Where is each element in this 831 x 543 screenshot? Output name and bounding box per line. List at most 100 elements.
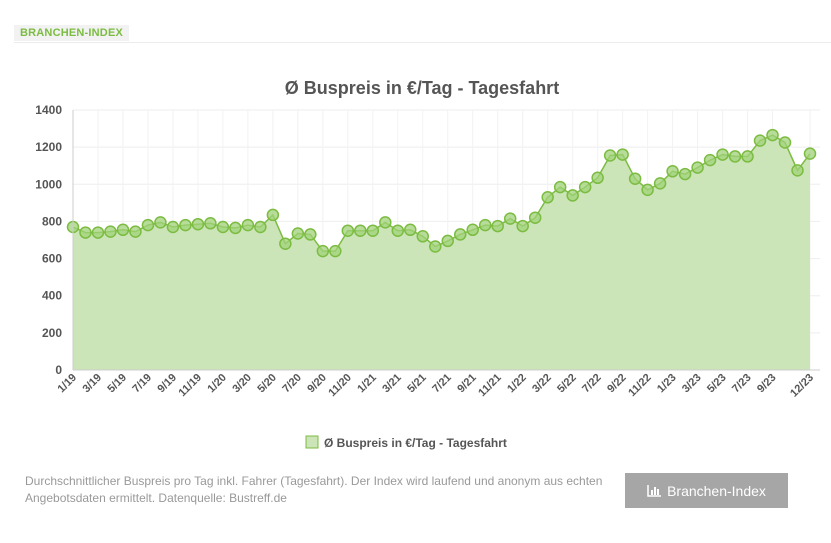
data-point[interactable] — [541, 191, 554, 204]
x-tick-label: 9/20 — [305, 372, 329, 396]
x-tick-label: 3/22 — [530, 372, 554, 396]
data-point[interactable] — [741, 150, 754, 163]
data-point[interactable] — [666, 165, 679, 178]
data-point[interactable] — [279, 237, 292, 250]
data-point[interactable] — [141, 218, 155, 232]
legend-swatch — [305, 435, 319, 449]
data-point[interactable] — [578, 180, 592, 194]
y-tick-label: 200 — [42, 326, 62, 340]
x-tick-label: 1/20 — [205, 372, 229, 396]
data-point[interactable] — [416, 230, 430, 243]
x-tick-label: 11/19 — [177, 372, 205, 400]
data-point[interactable] — [154, 216, 167, 229]
x-tick-label: 5/22 — [555, 372, 579, 396]
data-point[interactable] — [553, 180, 567, 194]
legend-label: Ø Buspreis in €/Tag - Tagesfahrt — [324, 436, 507, 450]
data-point[interactable] — [79, 226, 92, 239]
data-point[interactable] — [528, 211, 542, 224]
data-point[interactable] — [254, 220, 267, 234]
data-point[interactable] — [653, 177, 667, 190]
data-point[interactable] — [628, 172, 642, 185]
data-point[interactable] — [354, 224, 367, 237]
data-point[interactable] — [753, 134, 767, 147]
data-point[interactable] — [691, 161, 704, 174]
y-tick-label: 1000 — [35, 177, 62, 191]
data-point[interactable] — [466, 223, 479, 237]
bar-chart-icon — [647, 484, 662, 497]
data-point[interactable] — [703, 153, 717, 167]
data-point[interactable] — [716, 148, 729, 161]
data-point[interactable] — [516, 219, 529, 233]
data-point[interactable] — [616, 148, 629, 161]
x-tick-label: 11/22 — [626, 372, 654, 400]
data-point[interactable] — [116, 223, 130, 237]
x-tick-label: 1/23 — [655, 372, 679, 396]
data-point[interactable] — [379, 216, 392, 229]
data-point[interactable] — [229, 221, 242, 235]
data-point[interactable] — [304, 228, 317, 241]
data-point[interactable] — [316, 244, 330, 258]
data-point[interactable] — [503, 212, 517, 225]
x-tick-label: 7/20 — [280, 372, 304, 396]
branchen-index-button[interactable]: Branchen-Index — [625, 473, 788, 508]
x-tick-label: 1/21 — [355, 372, 379, 396]
data-point[interactable] — [104, 225, 117, 238]
y-tick-label: 400 — [42, 289, 62, 303]
data-point[interactable] — [453, 228, 467, 241]
data-point[interactable] — [678, 167, 692, 181]
data-point[interactable] — [791, 164, 804, 177]
data-point[interactable] — [391, 224, 405, 237]
data-point[interactable] — [441, 234, 454, 248]
data-point[interactable] — [429, 240, 442, 253]
data-point[interactable] — [641, 183, 654, 197]
data-point[interactable] — [91, 226, 105, 239]
x-tick-label: 7/19 — [130, 372, 154, 396]
x-tick-label: 7/21 — [430, 372, 454, 396]
data-point[interactable] — [728, 150, 742, 163]
x-tick-label: 3/20 — [230, 372, 254, 396]
divider — [14, 42, 831, 43]
data-point[interactable] — [603, 149, 617, 162]
data-point[interactable] — [566, 189, 579, 202]
data-point[interactable] — [166, 220, 180, 234]
footer-text: Durchschnittlicher Buspreis pro Tag inkl… — [25, 474, 603, 505]
x-tick-label: 5/19 — [105, 372, 129, 396]
data-point[interactable] — [803, 147, 817, 160]
data-point[interactable] — [291, 227, 305, 240]
data-point[interactable] — [216, 220, 230, 234]
x-tick-label: 5/23 — [705, 372, 729, 396]
x-tick-label: 7/22 — [580, 372, 604, 396]
data-point[interactable] — [129, 225, 142, 238]
x-tick-label: 9/22 — [605, 372, 629, 396]
data-point[interactable] — [491, 219, 504, 233]
y-tick-label: 800 — [42, 214, 62, 228]
data-point[interactable] — [266, 208, 280, 222]
x-tick-label: 9/19 — [155, 372, 179, 396]
button-label: Branchen-Index — [667, 482, 766, 499]
x-tick-label: 5/21 — [405, 372, 429, 396]
chart: Ø Buspreis in €/Tag - Tagesfahrt 0 200 400… — [35, 78, 820, 450]
data-point[interactable] — [591, 171, 604, 185]
x-tick-label: 3/23 — [680, 372, 704, 396]
data-point[interactable] — [329, 244, 342, 258]
data-point[interactable] — [766, 128, 779, 142]
data-point[interactable] — [241, 218, 255, 232]
data-point[interactable] — [478, 218, 492, 232]
section-tag: BRANCHEN-INDEX — [14, 25, 130, 41]
data-point[interactable] — [191, 217, 205, 231]
x-tick-label: 11/20 — [326, 372, 354, 400]
x-tick-label: 7/23 — [730, 372, 754, 396]
data-point[interactable] — [341, 224, 355, 237]
x-tick-label: 11/21 — [476, 372, 504, 400]
x-tick-label: 3/21 — [380, 372, 404, 396]
x-tick-label: 12/23 — [788, 372, 816, 400]
y-tick-label: 600 — [42, 252, 62, 266]
y-tick-label: 1400 — [35, 103, 62, 117]
data-point[interactable] — [404, 223, 417, 237]
legend-item[interactable]: Ø Buspreis in €/Tag - Tagesfahrt — [305, 435, 507, 450]
data-point[interactable] — [778, 136, 792, 149]
data-point[interactable] — [179, 218, 192, 232]
data-point[interactable] — [204, 217, 217, 230]
data-point[interactable] — [366, 224, 380, 237]
y-tick-label: 0 — [55, 363, 62, 377]
